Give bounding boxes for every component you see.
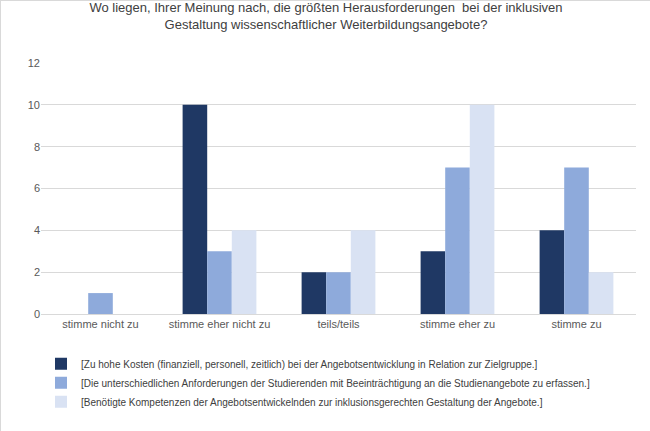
svg-text:teils/teils: teils/teils [317, 318, 360, 330]
svg-text:12: 12 [28, 57, 40, 69]
svg-text:stimme zu: stimme zu [551, 318, 601, 330]
svg-text:stimme eher zu: stimme eher zu [420, 318, 495, 330]
svg-text:6: 6 [34, 182, 40, 194]
svg-text:stimme nicht zu: stimme nicht zu [62, 318, 138, 330]
svg-text:[Zu hohe Kosten (finanziell, p: [Zu hohe Kosten (finanziell, personell, … [81, 359, 538, 370]
svg-text:[Die unterschiedlichen Anforde: [Die unterschiedlichen Anforderungen der… [81, 378, 590, 389]
svg-text:stimme eher nicht zu: stimme eher nicht zu [169, 318, 270, 330]
svg-text:[Benötigte Kompetenzen der Ang: [Benötigte Kompetenzen der Angebotsentwi… [81, 397, 543, 408]
svg-text:8: 8 [34, 141, 40, 153]
svg-text:0: 0 [34, 308, 40, 320]
svg-text:Wo liegen, Ihrer Meinung nach,: Wo liegen, Ihrer Meinung nach, die größt… [89, 1, 562, 32]
svg-text:10: 10 [28, 99, 40, 111]
svg-text:4: 4 [34, 224, 40, 236]
svg-text:2: 2 [34, 266, 40, 278]
